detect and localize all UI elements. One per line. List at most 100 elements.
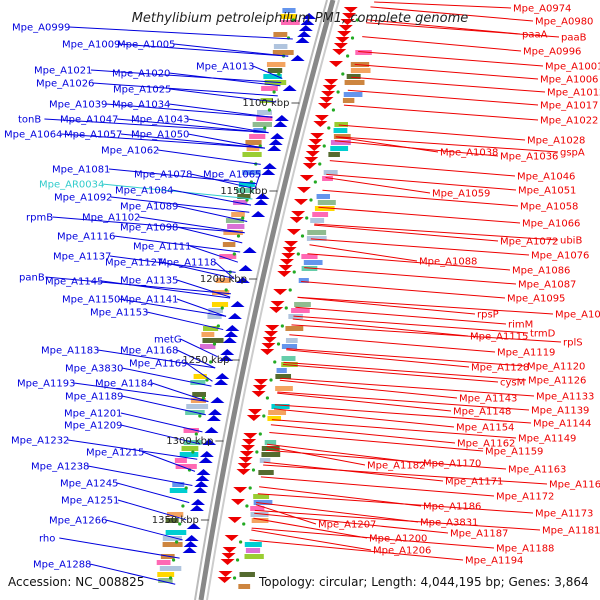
- left-gene-label[interactable]: Mpe_A1009: [62, 40, 120, 51]
- left-gene-label[interactable]: Mpe_A1141: [120, 295, 178, 306]
- right-gene-label[interactable]: Mpe_A1059: [432, 189, 490, 200]
- left-gene-label[interactable]: Mpe_A1098: [120, 223, 178, 234]
- left-gene-label[interactable]: Mpe_A1193: [17, 379, 75, 390]
- right-gene-label[interactable]: Mpe_A1164: [549, 480, 600, 491]
- left-gene-label[interactable]: Mpe_A1089: [120, 202, 178, 213]
- left-gene-label[interactable]: Mpe_A1026: [36, 79, 94, 90]
- right-gene-label[interactable]: Mpe_A1126: [528, 376, 586, 387]
- left-gene-label[interactable]: Mpe_A1050: [131, 130, 189, 141]
- right-gene-label[interactable]: Mpe_A1017: [540, 101, 598, 112]
- right-gene-label[interactable]: Mpe_A0980: [535, 17, 593, 28]
- right-gene-label[interactable]: cysM: [500, 378, 525, 389]
- left-gene-label[interactable]: Mpe_A1245: [60, 479, 118, 490]
- right-gene-label[interactable]: paaB: [561, 33, 587, 44]
- right-gene-label[interactable]: Mpe_A1144: [533, 419, 591, 430]
- left-gene-label[interactable]: Mpe_A1209: [64, 421, 122, 432]
- left-gene-label[interactable]: Mpe_A1145: [45, 277, 103, 288]
- left-gene-label[interactable]: Mpe_A1168: [120, 346, 178, 357]
- left-gene-label[interactable]: Mpe_A1057: [64, 130, 122, 141]
- left-gene-label[interactable]: Mpe_A1118: [158, 258, 216, 269]
- left-gene-label[interactable]: Mpe_A1034: [112, 100, 170, 111]
- left-gene-label[interactable]: Mpe_A1137: [53, 252, 111, 263]
- right-gene-label[interactable]: Mpe_A1058: [520, 202, 578, 213]
- right-gene-label[interactable]: Mpe_A1128: [471, 363, 529, 374]
- left-gene-label[interactable]: Mpe_A1043: [131, 115, 189, 126]
- left-gene-label[interactable]: metG: [154, 335, 182, 346]
- right-gene-label[interactable]: Mpe_A1139: [531, 406, 589, 417]
- right-gene-label[interactable]: Mpe_A1119: [497, 348, 555, 359]
- right-gene-label[interactable]: Mpe_A3831: [420, 518, 478, 529]
- left-gene-label[interactable]: Mpe_A1039: [49, 100, 107, 111]
- right-gene-label[interactable]: Mpe_A1172: [496, 492, 554, 503]
- right-gene-label[interactable]: Mpe_A1159: [485, 447, 543, 458]
- right-gene-label[interactable]: Mpe_A1051: [518, 186, 576, 197]
- right-gene-label[interactable]: Mpe_A1182: [367, 461, 425, 472]
- left-gene-label[interactable]: rpmB: [26, 213, 53, 224]
- right-gene-label[interactable]: Mpe_A1163: [508, 465, 566, 476]
- left-gene-label[interactable]: Mpe_A1078: [134, 170, 192, 181]
- left-gene-label[interactable]: Mpe_A1062: [101, 146, 159, 157]
- left-gene-label[interactable]: Mpe_A1238: [31, 462, 89, 473]
- right-gene-label[interactable]: ubiB: [560, 236, 582, 247]
- right-gene-label[interactable]: Mpe_A1036: [500, 152, 558, 163]
- left-gene-label[interactable]: Mpe_A1020: [112, 69, 170, 80]
- right-gene-label[interactable]: Mpe_A1186: [423, 502, 481, 513]
- right-gene-label[interactable]: rplS: [563, 338, 583, 349]
- right-gene-label[interactable]: Mpe_A1095: [507, 294, 565, 305]
- right-gene-label[interactable]: Mpe_A1133: [536, 392, 594, 403]
- left-gene-label[interactable]: Mpe_A1153: [90, 308, 148, 319]
- left-gene-label[interactable]: Mpe_A1116: [57, 232, 115, 243]
- left-gene-label[interactable]: Mpe_A1127: [105, 258, 163, 269]
- left-gene-label[interactable]: Mpe_A1232: [11, 436, 69, 447]
- right-gene-label[interactable]: Mpe_A1012: [547, 88, 600, 99]
- right-gene-label[interactable]: Mpe_A1187: [450, 529, 508, 540]
- right-gene-label[interactable]: paaA: [522, 30, 548, 41]
- right-gene-label[interactable]: Mpe_A1148: [453, 407, 511, 418]
- right-gene-label[interactable]: Mpe_A1170: [423, 459, 481, 470]
- left-gene-label[interactable]: Mpe_A1215: [86, 448, 144, 459]
- left-gene-label[interactable]: Mpe_A1084: [115, 186, 173, 197]
- right-gene-label[interactable]: Mpe_A1194: [465, 556, 523, 567]
- right-gene-label[interactable]: Mpe_A1181: [542, 526, 600, 537]
- right-gene-label[interactable]: Mpe_A1088: [419, 257, 477, 268]
- left-gene-label[interactable]: rho: [39, 534, 55, 545]
- left-gene-label[interactable]: Mpe_A1081: [52, 165, 110, 176]
- left-gene-label[interactable]: Mpe_A1065: [203, 170, 261, 181]
- right-gene-label[interactable]: Mpe_A1096: [555, 310, 600, 321]
- right-gene-label[interactable]: Mpe_A1115: [470, 332, 528, 343]
- right-gene-label[interactable]: Mpe_A1149: [518, 434, 576, 445]
- left-gene-label[interactable]: Mpe_A1092: [54, 193, 112, 204]
- left-gene-label[interactable]: Mpe_A1111: [133, 242, 191, 253]
- right-gene-label[interactable]: Mpe_A1066: [522, 219, 580, 230]
- right-gene-label[interactable]: Mpe_A1076: [531, 251, 589, 262]
- right-gene-label[interactable]: Mpe_A1001: [545, 62, 600, 73]
- left-gene-label[interactable]: Mpe_A1169: [129, 359, 187, 370]
- right-gene-label[interactable]: Mpe_A1120: [527, 362, 585, 373]
- right-gene-label[interactable]: Mpe_A1171: [445, 477, 503, 488]
- left-gene-label[interactable]: Mpe_A0999: [12, 23, 70, 34]
- left-gene-label[interactable]: panB: [19, 273, 45, 284]
- left-gene-label[interactable]: Mpe_A1005: [117, 40, 175, 51]
- right-gene-label[interactable]: Mpe_A1022: [540, 116, 598, 127]
- right-gene-label[interactable]: Mpe_A1206: [373, 546, 431, 557]
- right-gene-label[interactable]: Mpe_A0996: [523, 47, 581, 58]
- left-gene-label[interactable]: Mpe_A1266: [49, 516, 107, 527]
- right-gene-label[interactable]: Mpe_A1006: [540, 75, 598, 86]
- left-gene-label[interactable]: Mpe_A3830: [65, 364, 123, 375]
- right-gene-label[interactable]: Mpe_A1028: [527, 136, 585, 147]
- left-gene-label[interactable]: Mpe_A1150: [62, 295, 120, 306]
- right-gene-label[interactable]: Mpe_A0974: [513, 4, 571, 15]
- right-gene-label[interactable]: Mpe_A1162: [457, 439, 515, 450]
- left-gene-label[interactable]: Mpe_AR0034: [39, 180, 104, 191]
- right-gene-label[interactable]: Mpe_A1188: [496, 544, 554, 555]
- right-gene-label[interactable]: Mpe_A1086: [512, 266, 570, 277]
- right-gene-label[interactable]: Mpe_A1143: [459, 394, 517, 405]
- right-gene-label[interactable]: Mpe_A1072: [500, 237, 558, 248]
- right-gene-label[interactable]: rpsP: [477, 310, 499, 321]
- left-gene-label[interactable]: Mpe_A1135: [120, 276, 178, 287]
- left-gene-label[interactable]: Mpe_A1251: [61, 496, 119, 507]
- left-gene-label[interactable]: Mpe_A1021: [34, 66, 92, 77]
- left-gene-label[interactable]: Mpe_A1201: [64, 409, 122, 420]
- left-gene-label[interactable]: Mpe_A1288: [33, 560, 91, 571]
